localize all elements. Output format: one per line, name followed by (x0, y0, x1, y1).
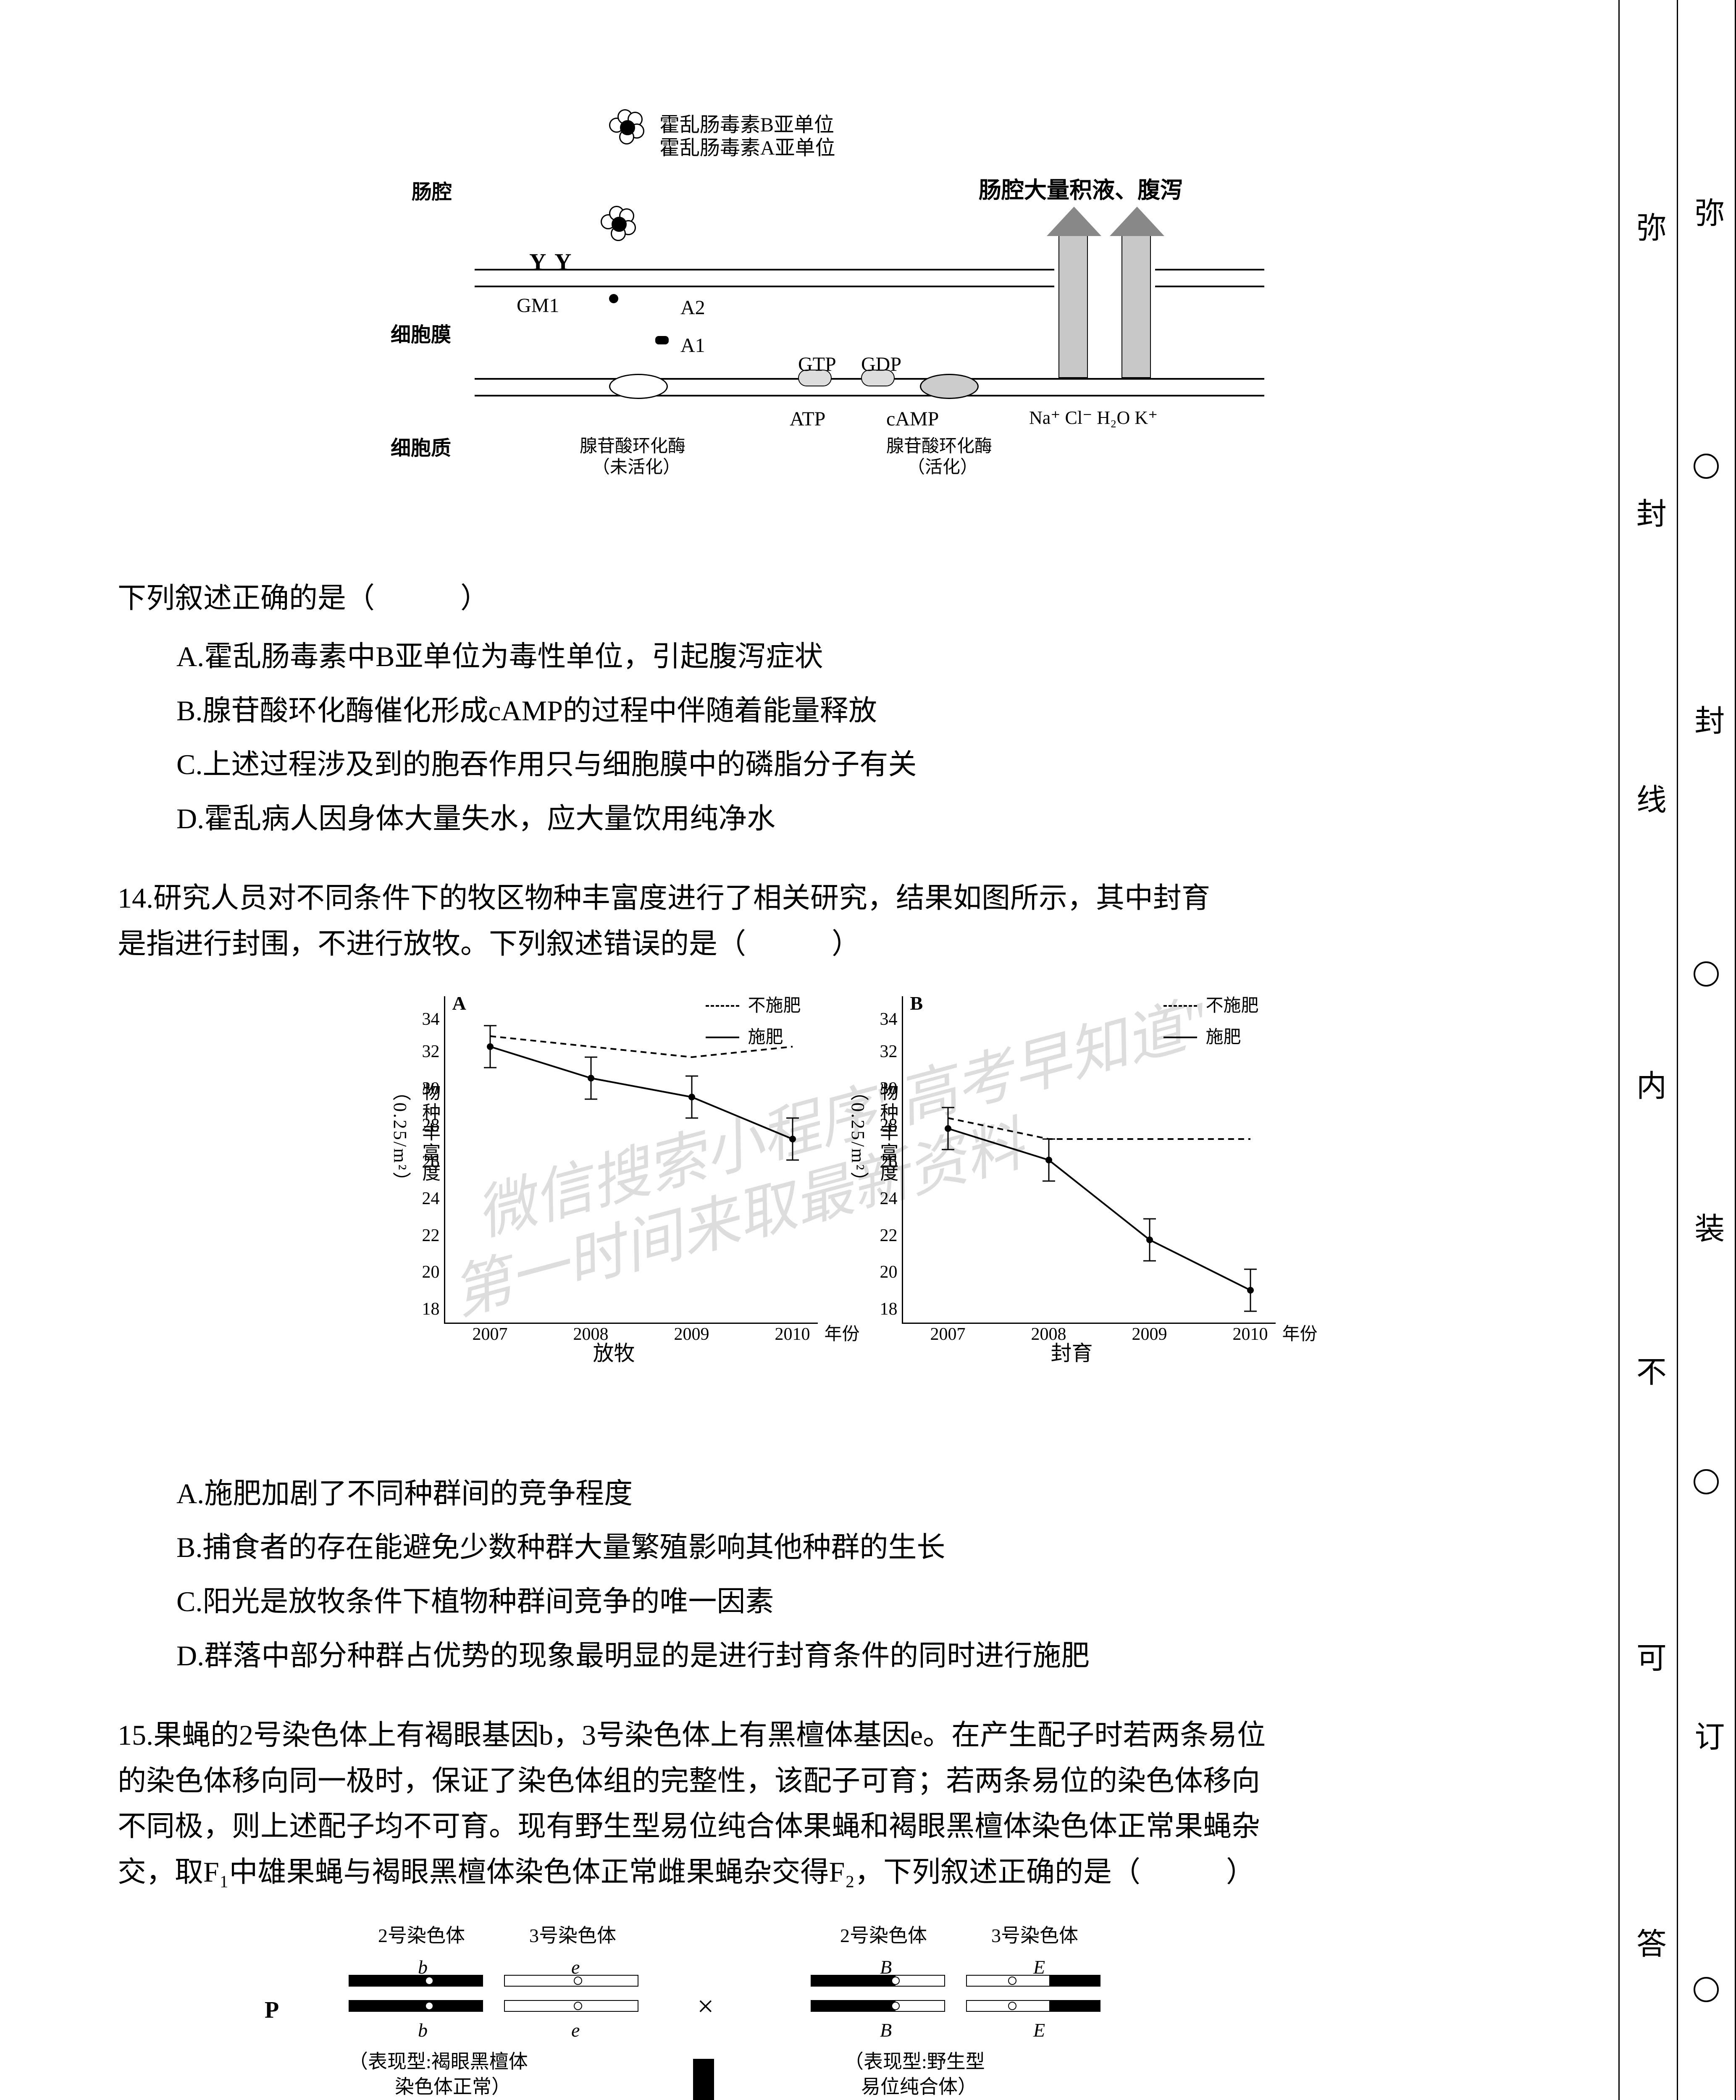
q14-stem-line2: 是指进行封围，不进行放牧。下列叙述错误的是（ ） (118, 921, 1568, 967)
q15-stem-4: 交，取F₁中雄果蝇与褐眼黑檀体染色体正常雌果蝇杂交得F₂，下列叙述正确的是（ ） (118, 1849, 1568, 1895)
margin-char: 封 (1624, 498, 1672, 528)
margin-char: 线 (1624, 784, 1672, 814)
circle-mark (1694, 961, 1719, 987)
margin-char: 封 (1682, 705, 1731, 735)
label-gtp: GTP (798, 349, 836, 381)
label-chr3: 3号染色体 (529, 1920, 616, 1951)
q13-option-b: B.腺苷酸环化酶催化形成cAMP的过程中伴随着能量释放 (176, 688, 1568, 734)
figure-cholera-toxin: 霍乱肠毒素B亚单位 霍乱肠毒素A亚单位 肠腔 肠腔大量积液、腹泻 (349, 109, 1273, 550)
label-a2: A2 (680, 292, 705, 324)
binding-margin: 弥 封 线 内 不 可 答 题 弥 封 装 订 线 (1618, 0, 1736, 2100)
question-15: 15.果蝇的2号染色体上有褐眼基因b，3号染色体上有黑檀体基因e。在产生配子时若… (118, 1712, 1568, 1895)
margin-char: 装 (1682, 1213, 1731, 1243)
label-lumen: 肠腔 (412, 176, 452, 209)
chart-a-xlabel: 放牧 (593, 1336, 635, 1370)
margin-col-2: 弥 封 装 订 线 (1677, 0, 1736, 2100)
label-camp: cAMP (886, 403, 939, 436)
margin-char: 内 (1624, 1070, 1672, 1100)
page-content: 霍乱肠毒素B亚单位 霍乱肠毒素A亚单位 肠腔 肠腔大量积液、腹泻 (118, 109, 1568, 2100)
pheno-left-2: 染色体正常） (395, 2071, 511, 2100)
q14-stem-line1: 14.研究人员对不同条件下的牧区物种丰富度进行了相关研究，结果如图所示，其中封育 (118, 875, 1568, 921)
margin-char: 弥 (1624, 212, 1672, 242)
label-membrane: 细胞膜 (391, 319, 451, 352)
label-result: 肠腔大量积液、腹泻 (979, 172, 1183, 208)
q13-stem: 下列叙述正确的是（ ） (118, 575, 1568, 621)
chart-a-plot (444, 996, 818, 1324)
q13-option-d: D.霍乱病人因身体大量失水，应大量饮用纯净水 (176, 796, 1568, 842)
q13-option-c: C.上述过程涉及到的胞吞作用只与细胞膜中的磷脂分子有关 (176, 742, 1568, 788)
chart-b-plot (902, 996, 1276, 1324)
q14-option-b: B.捕食者的存在能避免少数种群大量繁殖影响其他种群的生长 (176, 1525, 1568, 1570)
margin-char: 订 (1682, 1721, 1731, 1751)
label-cytoplasm: 细胞质 (391, 433, 451, 465)
q15-stem-1: 15.果蝇的2号染色体上有褐眼基因b，3号染色体上有黑檀体基因e。在产生配子时若… (118, 1712, 1568, 1758)
question-14: 14.研究人员对不同条件下的牧区物种丰富度进行了相关研究，结果如图所示，其中封育… (118, 875, 1568, 967)
chart-enclosure: B 物种丰富度（0.25/m²） 18 20 22 24 26 28 30 32… (851, 988, 1292, 1366)
margin-char: 可 (1624, 1642, 1672, 1672)
circle-mark (1694, 454, 1719, 479)
label-enzyme-inactive2: （未活化） (592, 454, 680, 482)
chart-b-xlabel: 封育 (1051, 1336, 1093, 1370)
q15-stem-2: 的染色体移向同一极时，保证了染色体组的完整性，该配子可育；若两条易位的染色体移向 (118, 1758, 1568, 1804)
label-p: P (265, 1992, 279, 2029)
label-chr2: 2号染色体 (378, 1920, 465, 1951)
q14-option-c: C.阳光是放牧条件下植物种群间竞争的唯一因素 (176, 1579, 1568, 1625)
margin-char: 答 (1624, 1928, 1672, 1958)
label-a1: A1 (680, 330, 705, 362)
label-ions: Na⁺ Cl⁻ H₂O K⁺ (1029, 403, 1158, 433)
label-enzyme-active2: （活化） (907, 454, 978, 482)
circle-mark (1694, 1977, 1719, 2002)
figure-species-richness: 微信搜索小程序"高考早知道" 第一时间来取最新资料 A 物种丰富度（0.25/m… (297, 988, 1389, 1450)
pheno-right-2: 易位纯合体） (861, 2071, 977, 2100)
label-chr3: 3号染色体 (991, 1920, 1078, 1951)
q14-option-d: D.群落中部分种群占优势的现象最明显的是进行封育条件的同时进行施肥 (176, 1633, 1568, 1679)
x-unit: 年份 (1282, 1320, 1317, 1349)
figure-chromosome-cross: 2号染色体 3号染色体 2号染色体 3号染色体 P b b e e × B B … (244, 1920, 1462, 2100)
margin-char: 不 (1624, 1356, 1672, 1386)
cross-symbol: × (697, 1983, 714, 2030)
label-a-subunit: 霍乱肠毒素A亚单位 (659, 132, 835, 165)
q14-option-a: A.施肥加剧了不同种群间的竞争程度 (176, 1471, 1568, 1517)
q15-stem-3: 不同极，则上述配子均不可育。现有野生型易位纯合体果蝇和褐眼黑檀体染色体正常果蝇杂 (118, 1803, 1568, 1849)
q13-option-a: A.霍乱肠毒素中B亚单位为毒性单位，引起腹泻症状 (176, 634, 1568, 680)
label-atp: ATP (790, 403, 825, 436)
label-gm1: GM1 (517, 290, 559, 322)
label-gdp: GDP (861, 349, 901, 381)
margin-col-1: 弥 封 线 内 不 可 答 题 (1618, 0, 1677, 2100)
question-13: 下列叙述正确的是（ ） A.霍乱肠毒素中B亚单位为毒性单位，引起腹泻症状 B.腺… (118, 575, 1568, 842)
label-chr2: 2号染色体 (840, 1920, 927, 1951)
chart-grazing: A 物种丰富度（0.25/m²） 18 20 22 24 26 28 30 32… (394, 988, 835, 1366)
question-14-options: A.施肥加剧了不同种群间的竞争程度 B.捕食者的存在能避免少数种群大量繁殖影响其… (118, 1471, 1568, 1679)
margin-char: 弥 (1682, 197, 1731, 227)
circle-mark (1694, 1469, 1719, 1494)
